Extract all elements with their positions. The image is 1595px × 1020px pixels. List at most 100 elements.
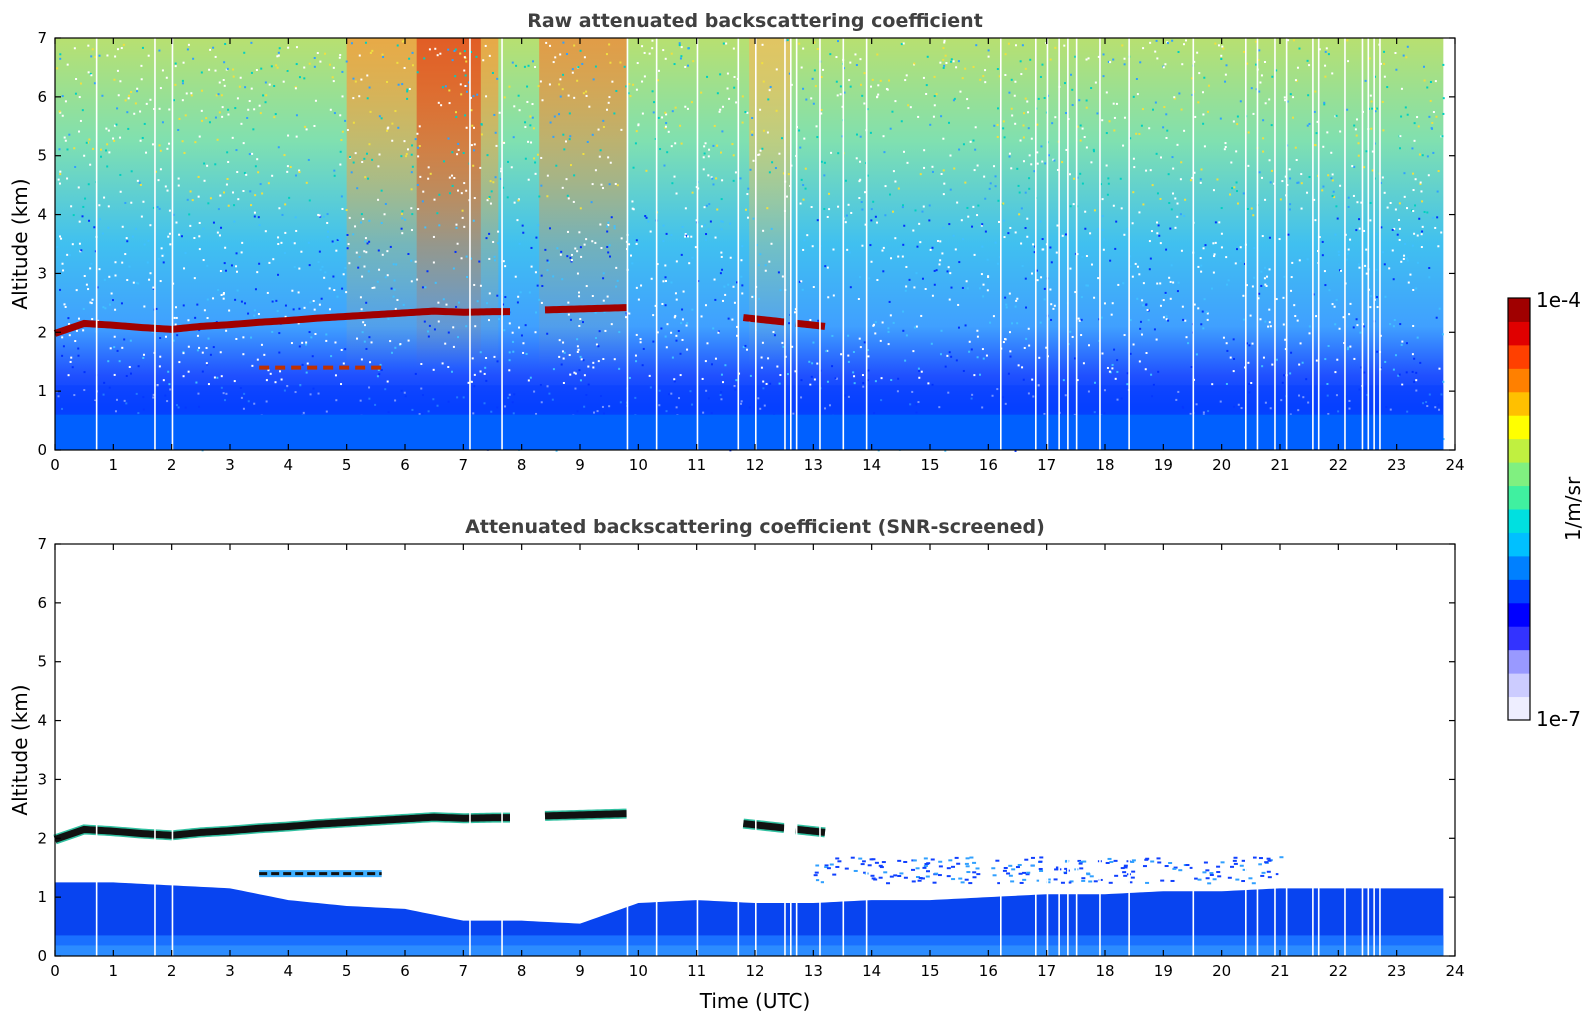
- raw-noise-speck: [98, 218, 101, 221]
- raw-noise-speck: [156, 206, 159, 209]
- raw-noise-speck: [1258, 171, 1261, 174]
- raw-noise-speck: [529, 115, 532, 118]
- raw-noise-speck: [410, 171, 413, 174]
- raw-noise-speck: [212, 221, 215, 224]
- raw-noise-speck: [1289, 93, 1292, 96]
- raw-noise-speck: [1355, 318, 1358, 321]
- raw-noise-speck: [702, 168, 705, 171]
- raw-noise-speck: [1129, 319, 1132, 322]
- raw-noise-speck: [1296, 319, 1299, 322]
- raw-noise-speck: [1072, 203, 1075, 206]
- x-tick-label: 20: [1212, 962, 1231, 980]
- raw-noise-speck: [475, 55, 478, 58]
- raw-noise-speck: [232, 68, 235, 71]
- raw-noise-speck: [295, 46, 298, 49]
- colorbar-step: [1508, 462, 1530, 487]
- raw-noise-speck: [183, 267, 186, 270]
- raw-noise-speck: [805, 98, 808, 101]
- raw-noise-speck: [89, 301, 92, 304]
- raw-noise-speck: [1412, 172, 1415, 175]
- raw-noise-speck: [670, 281, 673, 284]
- raw-noise-speck: [75, 289, 78, 292]
- raw-noise-speck: [1199, 181, 1202, 184]
- raw-noise-speck: [264, 230, 267, 233]
- raw-data-gap: [1344, 38, 1346, 450]
- raw-noise-speck: [949, 272, 952, 275]
- raw-noise-speck: [233, 220, 236, 223]
- colorbar-step: [1508, 438, 1530, 463]
- raw-noise-speck: [1404, 106, 1407, 109]
- raw-noise-speck: [1239, 100, 1242, 103]
- raw-noise-speck: [305, 343, 308, 346]
- raw-noise-speck: [1112, 58, 1115, 61]
- raw-noise-speck: [325, 333, 328, 336]
- screened-aerosol-speck: [1107, 857, 1112, 860]
- raw-noise-speck: [1073, 177, 1076, 180]
- raw-noise-speck: [1386, 206, 1389, 209]
- raw-noise-speck: [507, 160, 510, 163]
- raw-noise-speck: [573, 96, 576, 99]
- raw-noise-speck: [764, 269, 767, 272]
- raw-noise-speck: [982, 75, 985, 78]
- raw-noise-speck: [218, 234, 221, 237]
- raw-noise-speck: [943, 41, 946, 44]
- raw-noise-speck: [582, 152, 585, 155]
- raw-noise-speck: [779, 289, 782, 292]
- raw-noise-speck: [1156, 232, 1159, 235]
- raw-noise-speck: [1411, 353, 1414, 356]
- raw-noise-speck: [273, 116, 276, 119]
- x-tick-label: 5: [342, 456, 352, 474]
- raw-noise-speck: [1220, 57, 1223, 60]
- x-tick-label: 13: [804, 962, 823, 980]
- raw-noise-speck: [422, 190, 425, 193]
- raw-noise-speck: [1365, 248, 1368, 251]
- raw-noise-speck: [1442, 438, 1445, 441]
- raw-noise-speck: [929, 248, 932, 251]
- raw-noise-speck: [256, 158, 259, 161]
- raw-noise-speck: [932, 115, 935, 118]
- raw-noise-speck: [1212, 189, 1215, 192]
- raw-noise-speck: [1211, 383, 1214, 386]
- raw-noise-speck: [1103, 302, 1106, 305]
- raw-noise-speck: [613, 225, 616, 228]
- raw-noise-speck: [1298, 47, 1301, 50]
- raw-noise-speck: [141, 136, 144, 139]
- screened-aerosol-speck: [1022, 878, 1027, 881]
- raw-noise-speck: [174, 83, 177, 86]
- raw-noise-speck: [970, 348, 973, 351]
- raw-noise-speck: [997, 107, 1000, 110]
- raw-noise-speck: [268, 83, 271, 86]
- raw-noise-speck: [1205, 311, 1208, 314]
- raw-noise-speck: [1160, 156, 1163, 159]
- raw-noise-speck: [126, 111, 129, 114]
- raw-noise-speck: [454, 48, 457, 51]
- raw-noise-speck: [736, 281, 739, 284]
- colorbar-min-label: 1e-7: [1536, 707, 1581, 731]
- raw-data-gap: [1373, 38, 1375, 450]
- raw-noise-speck: [1271, 75, 1274, 78]
- raw-noise-speck: [128, 265, 131, 268]
- raw-noise-speck: [340, 383, 343, 386]
- colorbar-step: [1508, 696, 1530, 721]
- raw-noise-speck: [386, 129, 389, 132]
- raw-noise-speck: [410, 259, 413, 262]
- raw-noise-speck: [1370, 100, 1373, 103]
- raw-noise-speck: [1050, 261, 1053, 264]
- raw-noise-speck: [823, 161, 826, 164]
- raw-noise-speck: [308, 62, 311, 65]
- y-tick-label: 2: [37, 829, 47, 847]
- raw-noise-speck: [1236, 115, 1239, 118]
- raw-noise-speck: [463, 50, 466, 53]
- raw-noise-speck: [256, 271, 259, 274]
- raw-noise-speck: [1210, 287, 1213, 290]
- raw-noise-speck: [1040, 145, 1043, 148]
- raw-noise-speck: [972, 139, 975, 142]
- raw-noise-speck: [1412, 210, 1415, 213]
- raw-noise-speck: [559, 53, 562, 56]
- raw-noise-speck: [883, 151, 886, 154]
- raw-noise-speck: [476, 300, 479, 303]
- screened-aerosol-speck: [1230, 865, 1235, 868]
- raw-noise-speck: [691, 191, 694, 194]
- raw-noise-speck: [938, 263, 941, 266]
- raw-noise-speck: [1197, 265, 1200, 268]
